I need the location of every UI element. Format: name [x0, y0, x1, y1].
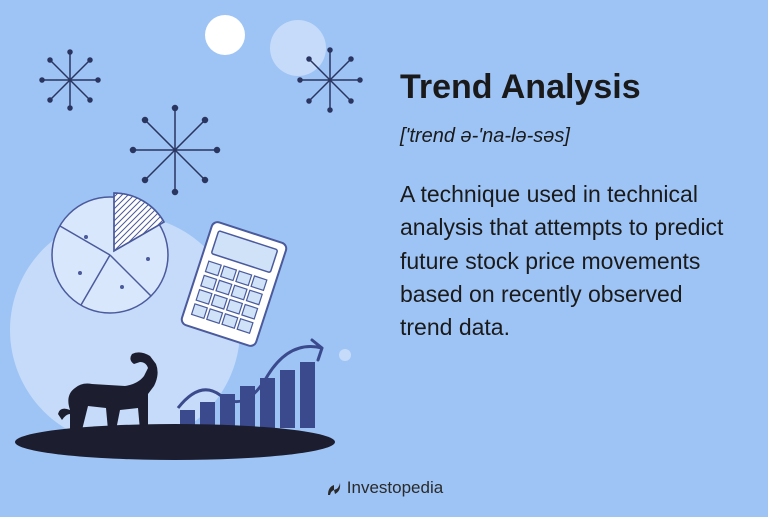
definition-text: A technique used in technical analysis t…	[400, 178, 740, 345]
brand-name: Investopedia	[347, 478, 443, 497]
term-title: Trend Analysis	[400, 68, 740, 107]
platform-shape	[15, 424, 335, 460]
definition-block: Trend Analysis ['trend ə-'na-lə-səs] A t…	[400, 68, 740, 345]
bg-circle-small	[339, 349, 351, 361]
brand-logo-icon	[325, 480, 343, 498]
bg-circle-1	[205, 15, 245, 55]
illustration-panel	[0, 0, 380, 512]
calculator-icon	[180, 221, 288, 348]
footer-brand: Investopedia	[0, 478, 768, 498]
pie-chart-icon	[52, 193, 168, 313]
pronunciation-text: ['trend ə-'na-lə-səs]	[400, 125, 740, 148]
